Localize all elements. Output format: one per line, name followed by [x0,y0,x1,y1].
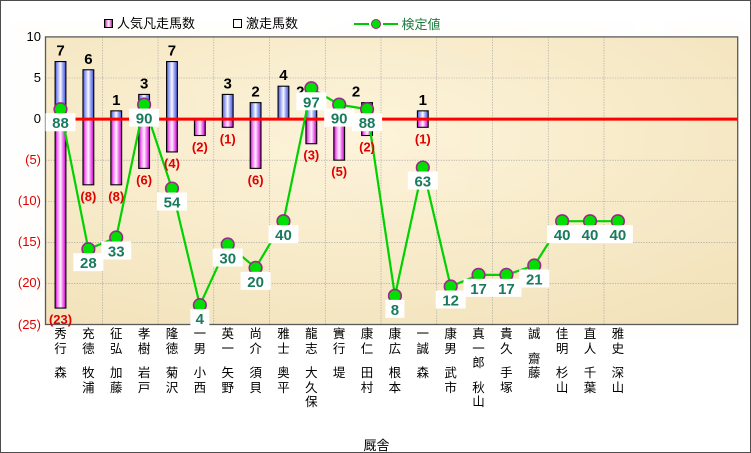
svg-text:40: 40 [582,227,599,244]
svg-text:(4): (4) [164,156,180,171]
svg-text:3: 3 [140,75,148,92]
svg-text:28: 28 [80,255,97,272]
svg-text:8: 8 [391,302,399,319]
svg-text:(1): (1) [415,131,431,146]
svg-text:(6): (6) [136,172,152,187]
svg-text:20: 20 [247,274,264,291]
svg-text:(2): (2) [359,140,375,155]
svg-text:(1): (1) [220,131,236,146]
svg-text:88: 88 [359,115,376,132]
svg-text:(5): (5) [331,164,347,179]
svg-text:2: 2 [352,84,360,101]
svg-text:7: 7 [56,43,64,60]
svg-text:1: 1 [419,92,427,109]
svg-text:21: 21 [526,272,543,289]
svg-text:(6): (6) [248,172,264,187]
svg-text:40: 40 [275,227,292,244]
svg-text:54: 54 [164,195,181,212]
svg-text:1: 1 [112,92,120,109]
svg-text:63: 63 [414,174,431,191]
svg-text:17: 17 [470,281,487,298]
svg-text:(8): (8) [108,189,124,204]
svg-text:17: 17 [498,281,515,298]
svg-text:4: 4 [196,311,205,328]
svg-text:4: 4 [279,67,288,84]
svg-text:40: 40 [554,227,571,244]
svg-text:40: 40 [610,227,627,244]
svg-text:90: 90 [136,111,153,128]
svg-text:33: 33 [108,244,125,261]
svg-text:3: 3 [224,75,232,92]
svg-text:(3): (3) [303,148,319,163]
svg-text:97: 97 [303,94,320,111]
svg-text:6: 6 [84,51,92,68]
svg-text:(2): (2) [192,140,208,155]
svg-text:12: 12 [442,293,459,310]
svg-text:88: 88 [52,115,69,132]
svg-text:2: 2 [251,84,259,101]
svg-text:(23): (23) [49,312,72,327]
svg-text:7: 7 [168,43,176,60]
svg-text:90: 90 [331,111,348,128]
svg-text:30: 30 [219,251,236,268]
svg-text:(8): (8) [80,189,96,204]
